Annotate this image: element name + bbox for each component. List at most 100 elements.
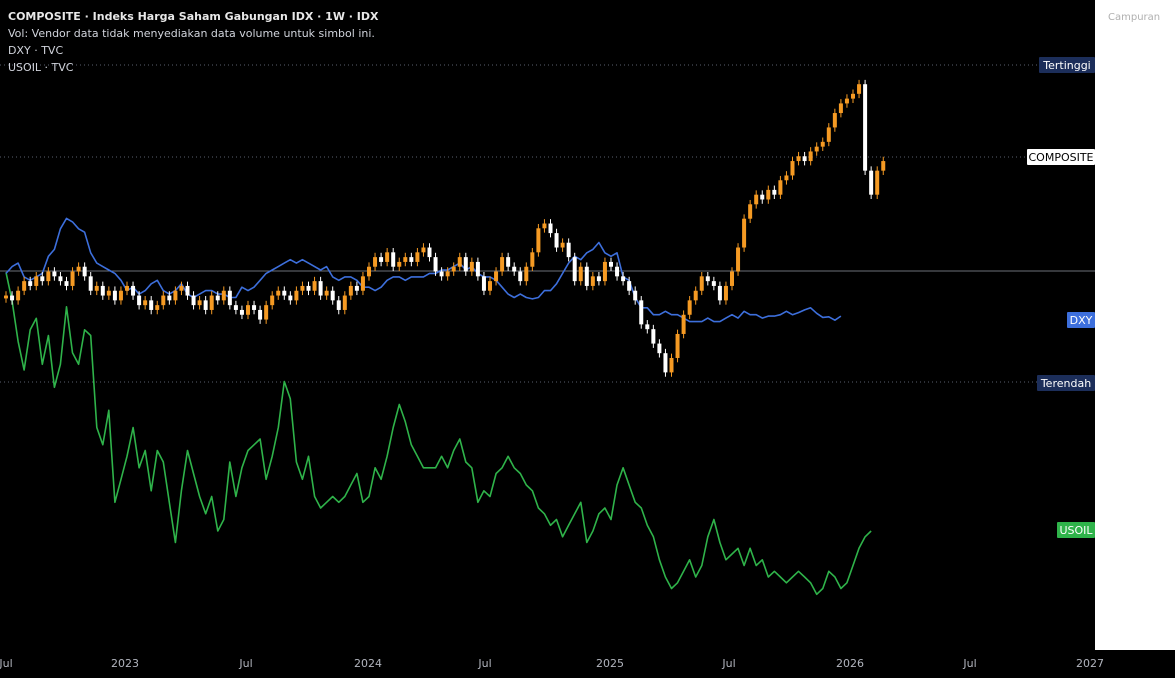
candle-body xyxy=(270,295,275,306)
legend-usoil[interactable]: USOIL · TVC xyxy=(8,61,74,74)
time-axis-label: 2023 xyxy=(111,657,139,670)
time-axis-label: 2027 xyxy=(1076,657,1104,670)
candle-body xyxy=(463,257,468,272)
candle-body xyxy=(179,285,184,291)
candle-body xyxy=(306,285,311,291)
usoil-tag: USOIL xyxy=(1059,524,1093,537)
time-axis-label: 2026 xyxy=(836,657,864,670)
candle-body xyxy=(554,233,559,248)
candle-body xyxy=(723,285,728,301)
candle-body xyxy=(300,285,305,291)
candle-body xyxy=(645,324,650,330)
candle-body xyxy=(542,223,547,229)
candle-body xyxy=(342,295,347,310)
time-axis-label: Jul xyxy=(0,657,13,670)
candle-body xyxy=(318,281,323,296)
candle-body xyxy=(633,290,638,301)
low-tag: Terendah xyxy=(1040,377,1091,390)
candle-body xyxy=(143,300,148,306)
composite-tag: COMPOSITE xyxy=(1028,151,1093,164)
candle-body xyxy=(717,285,722,301)
candle-body xyxy=(766,189,771,200)
candle-body xyxy=(137,295,142,306)
candle-body xyxy=(397,261,402,267)
candle-body xyxy=(373,257,378,267)
candle-body xyxy=(530,252,535,267)
candle-body xyxy=(58,276,63,282)
candle-body xyxy=(324,290,329,296)
candle-body xyxy=(239,309,244,315)
candle-body xyxy=(40,276,45,282)
candle-body xyxy=(675,333,680,358)
candle-body xyxy=(851,93,855,99)
candle-body xyxy=(427,247,432,258)
candle-body xyxy=(590,276,595,286)
candle-body xyxy=(584,266,589,286)
candle-body xyxy=(354,285,359,291)
candle-body xyxy=(379,257,384,262)
candle-body xyxy=(336,300,341,310)
time-axis-label: Jul xyxy=(721,657,735,670)
candle-body xyxy=(881,161,886,171)
candle-body xyxy=(548,223,553,234)
candle-body xyxy=(736,247,741,272)
candle-body xyxy=(784,175,789,181)
candle-body xyxy=(639,300,644,325)
candle-body xyxy=(367,266,371,277)
candle-body xyxy=(857,84,862,94)
candle-body xyxy=(88,276,93,291)
candle-body xyxy=(730,271,734,286)
candle-body xyxy=(748,204,753,219)
candle-body xyxy=(711,281,716,286)
candle-body xyxy=(512,266,517,272)
candle-body xyxy=(173,290,178,301)
candle-body xyxy=(312,281,317,291)
candle-body xyxy=(494,271,499,282)
candle-body xyxy=(705,276,710,282)
time-axis-label: Jul xyxy=(238,657,252,670)
high-tag-bg xyxy=(1039,57,1095,73)
candle-body xyxy=(760,194,765,200)
candle-body xyxy=(869,170,874,195)
candle-body xyxy=(264,305,269,320)
candle-body xyxy=(469,261,474,272)
candle-body xyxy=(814,146,819,152)
candle-body xyxy=(560,242,565,248)
candle-body xyxy=(112,290,117,301)
candle-body xyxy=(832,113,837,128)
candle-body xyxy=(566,242,571,258)
legend-dxy[interactable]: DXY · TVC xyxy=(8,44,64,57)
candle-body xyxy=(578,266,583,282)
dxy-series xyxy=(5,217,842,323)
time-axis-label: Jul xyxy=(477,657,491,670)
candle-body xyxy=(330,290,335,301)
chart-background xyxy=(0,0,1095,650)
candle-body xyxy=(149,300,154,310)
candle-body xyxy=(209,295,214,310)
candle-body xyxy=(826,127,831,142)
composite-tag-bg xyxy=(1027,149,1095,165)
candle-body xyxy=(4,295,8,299)
low-tag-bg xyxy=(1037,375,1095,391)
candle-body xyxy=(131,285,136,296)
usoil-series xyxy=(5,272,872,596)
dxy-tag-bg xyxy=(1067,312,1095,328)
candle-body xyxy=(488,281,492,291)
candle-body xyxy=(596,276,601,282)
dxy-tag: DXY xyxy=(1070,314,1093,327)
candle-body xyxy=(167,295,172,301)
candle-body xyxy=(863,84,868,171)
candle-body xyxy=(663,353,668,373)
candle-body xyxy=(687,300,692,315)
time-axis-label: 2025 xyxy=(596,657,624,670)
legend-title[interactable]: COMPOSITE · Indeks Harga Saham Gabungan … xyxy=(8,10,379,23)
right-side-panel xyxy=(1095,0,1175,650)
candle-body xyxy=(391,252,396,267)
candle-body xyxy=(161,295,166,306)
candle-body xyxy=(70,271,75,286)
candle-body xyxy=(215,295,220,301)
candle-body xyxy=(203,300,208,310)
time-axis[interactable]: Jul 2023 Jul 2024 Jul 2025 Jul 2026 Jul 2027 xyxy=(0,657,1104,670)
chart-legend: COMPOSITE · Indeks Harga Saham Gabungan … xyxy=(8,8,379,76)
